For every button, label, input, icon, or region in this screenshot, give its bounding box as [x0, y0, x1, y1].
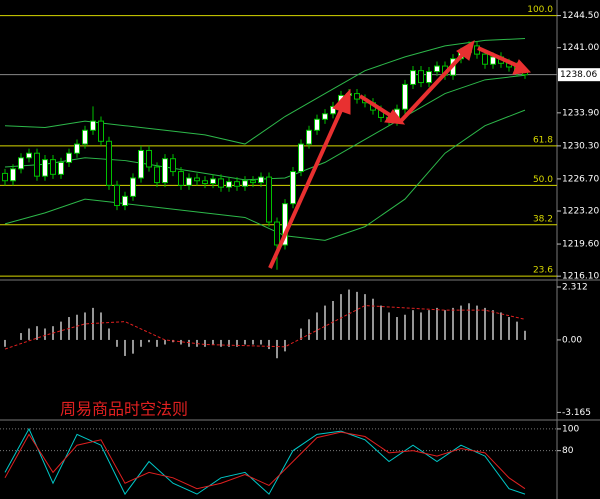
y-tick-label: -3.165 [562, 408, 591, 418]
arrow-head [512, 59, 532, 75]
candle-body [234, 181, 240, 187]
y-tick-label: 1226.70 [562, 174, 599, 184]
annotation-arrows [268, 39, 532, 269]
candle-body [74, 143, 80, 154]
stochastic-line [4, 431, 526, 490]
candle-body [106, 140, 112, 186]
y-tick-label: 80 [562, 446, 574, 456]
candle-body [58, 161, 64, 175]
candle-body [10, 168, 16, 182]
candle-body [250, 180, 256, 184]
candle-body [42, 159, 48, 177]
arrow [477, 46, 519, 68]
current-price-label: 1238.06 [560, 70, 597, 80]
y-tick-label: 100 [562, 424, 579, 434]
y-tick-label: 1216.10 [562, 272, 599, 282]
candle-body [258, 176, 264, 184]
macd-signal [4, 305, 526, 350]
candle-body [266, 176, 272, 223]
candle-body [418, 70, 424, 84]
candle-body [482, 53, 488, 65]
candle-body [426, 71, 432, 84]
fib-label: 100.0 [527, 5, 553, 15]
arrow [398, 50, 467, 124]
arrow [358, 94, 395, 119]
candle-body [186, 177, 192, 186]
candle-body [154, 166, 160, 184]
candle-body [122, 195, 128, 207]
y-tick-label: 1223.20 [562, 207, 599, 217]
candle-body [410, 70, 416, 85]
y-tick-label: 2.312 [562, 282, 588, 292]
candle-body [178, 171, 184, 186]
candle-body [242, 180, 248, 187]
candle-body [314, 118, 320, 131]
candle-body [490, 56, 496, 65]
arrow [268, 107, 344, 269]
current-price-box [558, 68, 600, 82]
candle-body [434, 65, 440, 73]
y-tick-label: 0.00 [562, 335, 582, 345]
y-tick-label: 1219.60 [562, 240, 599, 250]
candle-body [146, 149, 152, 168]
candle-body [290, 171, 296, 205]
annotation: 周易商品时空法则 [60, 400, 188, 419]
candle-body [274, 221, 280, 246]
fib-label: 61.8 [533, 135, 553, 145]
candle-body [306, 129, 312, 145]
candle-body [162, 158, 168, 184]
y-tick-label: 1230.30 [562, 141, 599, 151]
candle-body [26, 152, 32, 159]
candle-body [66, 152, 72, 163]
candle-body [90, 120, 96, 131]
fib-label: 23.6 [533, 266, 553, 276]
candle-body [34, 152, 40, 177]
candle-body [130, 177, 136, 197]
candle-body [194, 177, 200, 182]
candle-body [218, 178, 224, 188]
candle-body [18, 157, 24, 170]
candle-body [50, 159, 56, 175]
candle-body [170, 158, 176, 173]
candle-body [354, 93, 360, 100]
fib-label: 38.2 [533, 214, 553, 224]
candle-body [202, 180, 208, 184]
candle-body [2, 172, 8, 182]
arrow-head [332, 88, 351, 115]
fib-label: 50.0 [533, 175, 553, 185]
candle-body [226, 181, 232, 188]
y-tick-label: 1244.50 [562, 11, 599, 21]
candle-body [82, 129, 88, 145]
band-lower [4, 109, 526, 241]
candle-body [114, 184, 120, 207]
candle-body [98, 120, 104, 142]
arrow-head [456, 39, 475, 61]
candle-body [330, 105, 336, 115]
y-tick-label: 1233.90 [562, 108, 599, 118]
band-middle [4, 74, 526, 181]
y-tick-label: 1241.00 [562, 43, 599, 53]
candle-body [298, 143, 304, 173]
candle-body [322, 113, 328, 120]
candle-body [138, 149, 144, 179]
candle-body [402, 83, 408, 110]
candle-body [210, 178, 216, 184]
